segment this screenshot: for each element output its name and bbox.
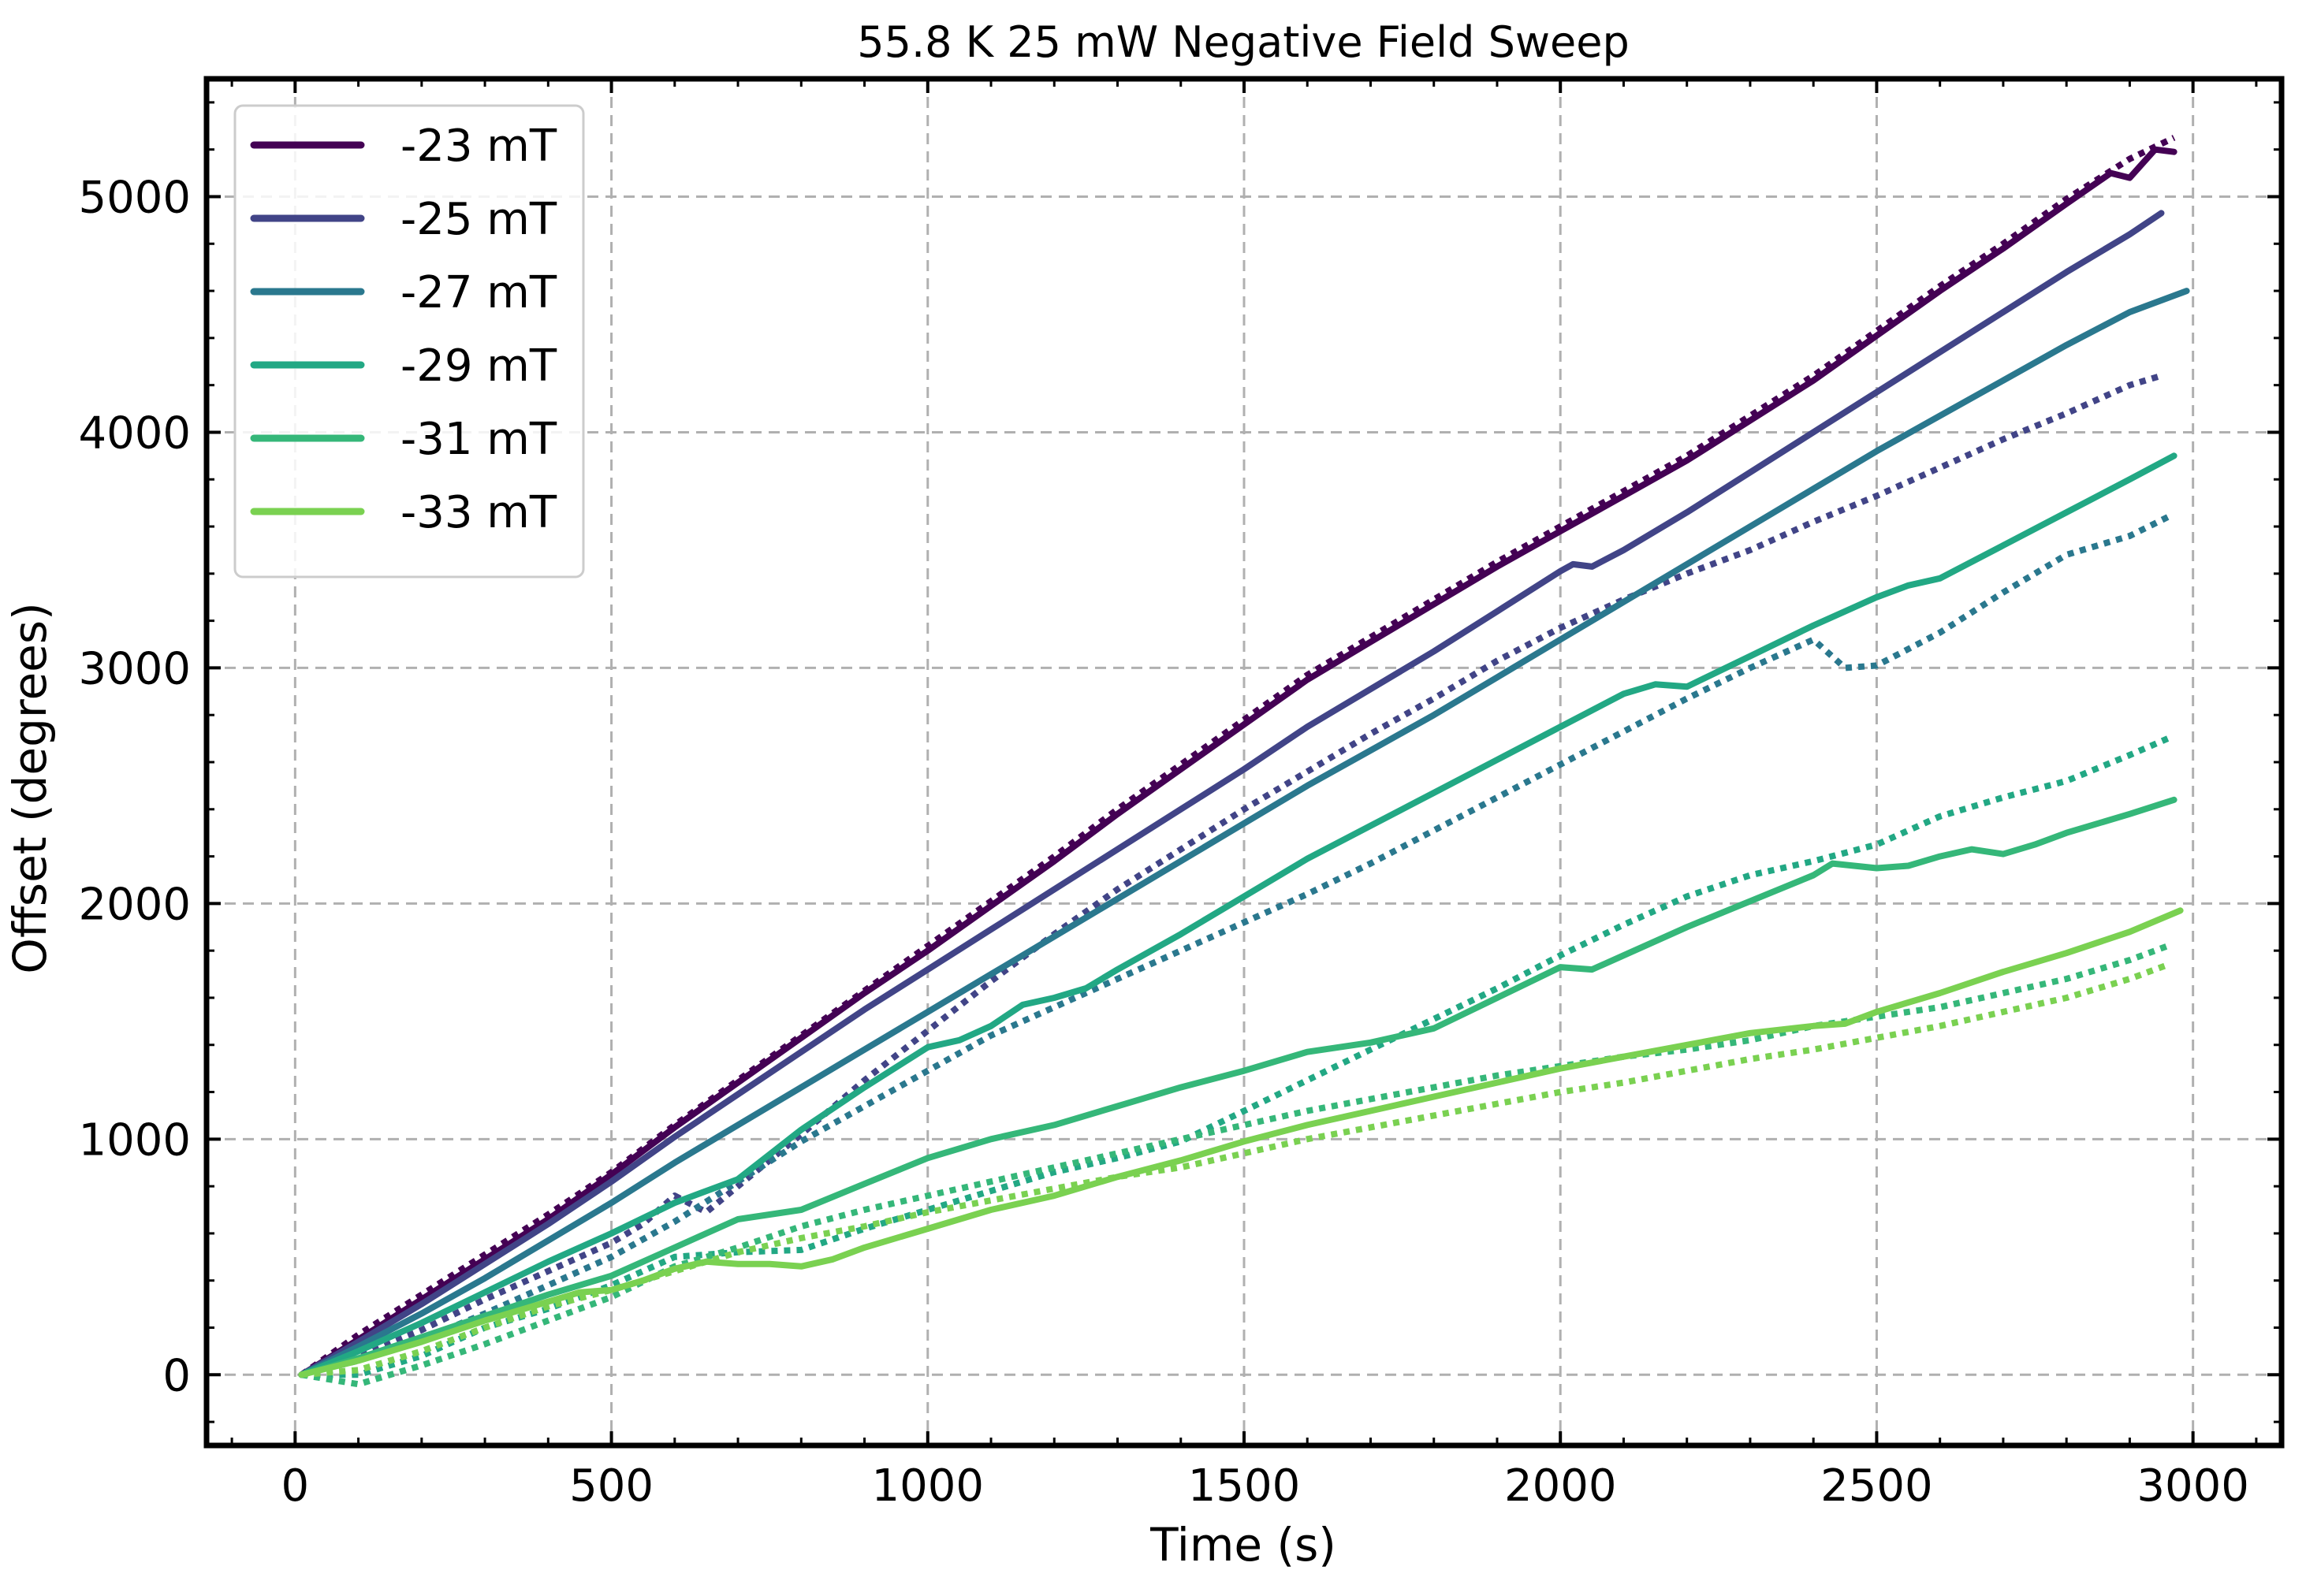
series-line-neg25mt-solid — [298, 210, 2165, 1378]
x-tick-label-5: 2500 — [1820, 1460, 1933, 1512]
y-tick-label-5: 5000 — [78, 172, 191, 223]
legend-label-1: -25 mT — [400, 194, 557, 245]
series-line-neg31mt-solid — [298, 796, 2177, 1378]
y-tick-label-4: 4000 — [78, 407, 191, 459]
series-line-neg33mt-solid — [298, 907, 2184, 1378]
y-tick-label-3: 3000 — [78, 643, 191, 694]
legend-label-0: -23 mT — [400, 121, 557, 172]
series-line-neg27mt-solid — [298, 288, 2190, 1378]
x-tick-label-3: 1500 — [1188, 1460, 1301, 1512]
legend-label-2: -27 mT — [400, 267, 557, 318]
legend-label-3: -29 mT — [400, 340, 557, 392]
y-tick-label-2: 2000 — [78, 879, 191, 930]
series-line-neg27mt-dotted — [300, 514, 2170, 1378]
x-tick-label-4: 2000 — [1504, 1460, 1617, 1512]
legend-label-5: -33 mT — [400, 487, 557, 538]
y-tick-label-0: 0 — [162, 1350, 191, 1401]
series-line-neg33mt-dotted — [301, 962, 2169, 1378]
legend-label-4: -31 mT — [400, 414, 557, 465]
x-tick-label-0: 0 — [281, 1460, 310, 1512]
x-axis-label: Time (s) — [1149, 1518, 1336, 1572]
y-axis-label: Offset (degrees) — [3, 602, 57, 973]
y-tick-label-1: 1000 — [78, 1114, 191, 1166]
legend-box — [233, 104, 585, 579]
x-tick-label-2: 1000 — [872, 1460, 985, 1512]
x-tick-label-6: 3000 — [2136, 1460, 2249, 1512]
x-tick-label-1: 500 — [569, 1460, 654, 1512]
chart-title: 55.8 K 25 mW Negative Field Sweep — [857, 17, 1630, 67]
series-line-neg23mt-solid — [298, 146, 2177, 1378]
series-line-neg25mt-dotted — [300, 372, 2163, 1378]
series-line-neg29mt-solid — [298, 452, 2177, 1378]
series-line-neg29mt-dotted — [301, 735, 2170, 1378]
